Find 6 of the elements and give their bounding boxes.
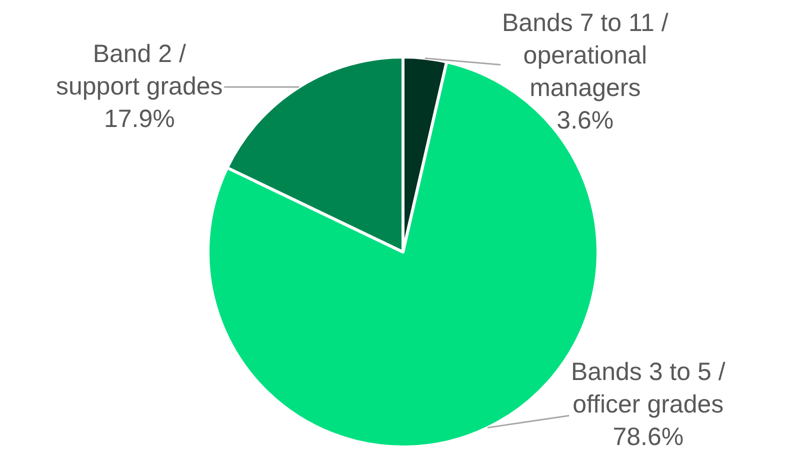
slice-label: Band 2 / support grades: [56, 40, 223, 100]
data-label: 17.9%: [104, 105, 175, 133]
data-label: 3.6%: [556, 106, 614, 134]
data-label: 78.6%: [612, 423, 684, 451]
slice-label: Bands 7 to 11 / operational managers: [502, 9, 668, 102]
slice-label: Bands 3 to 5 / officer grades: [571, 358, 726, 418]
